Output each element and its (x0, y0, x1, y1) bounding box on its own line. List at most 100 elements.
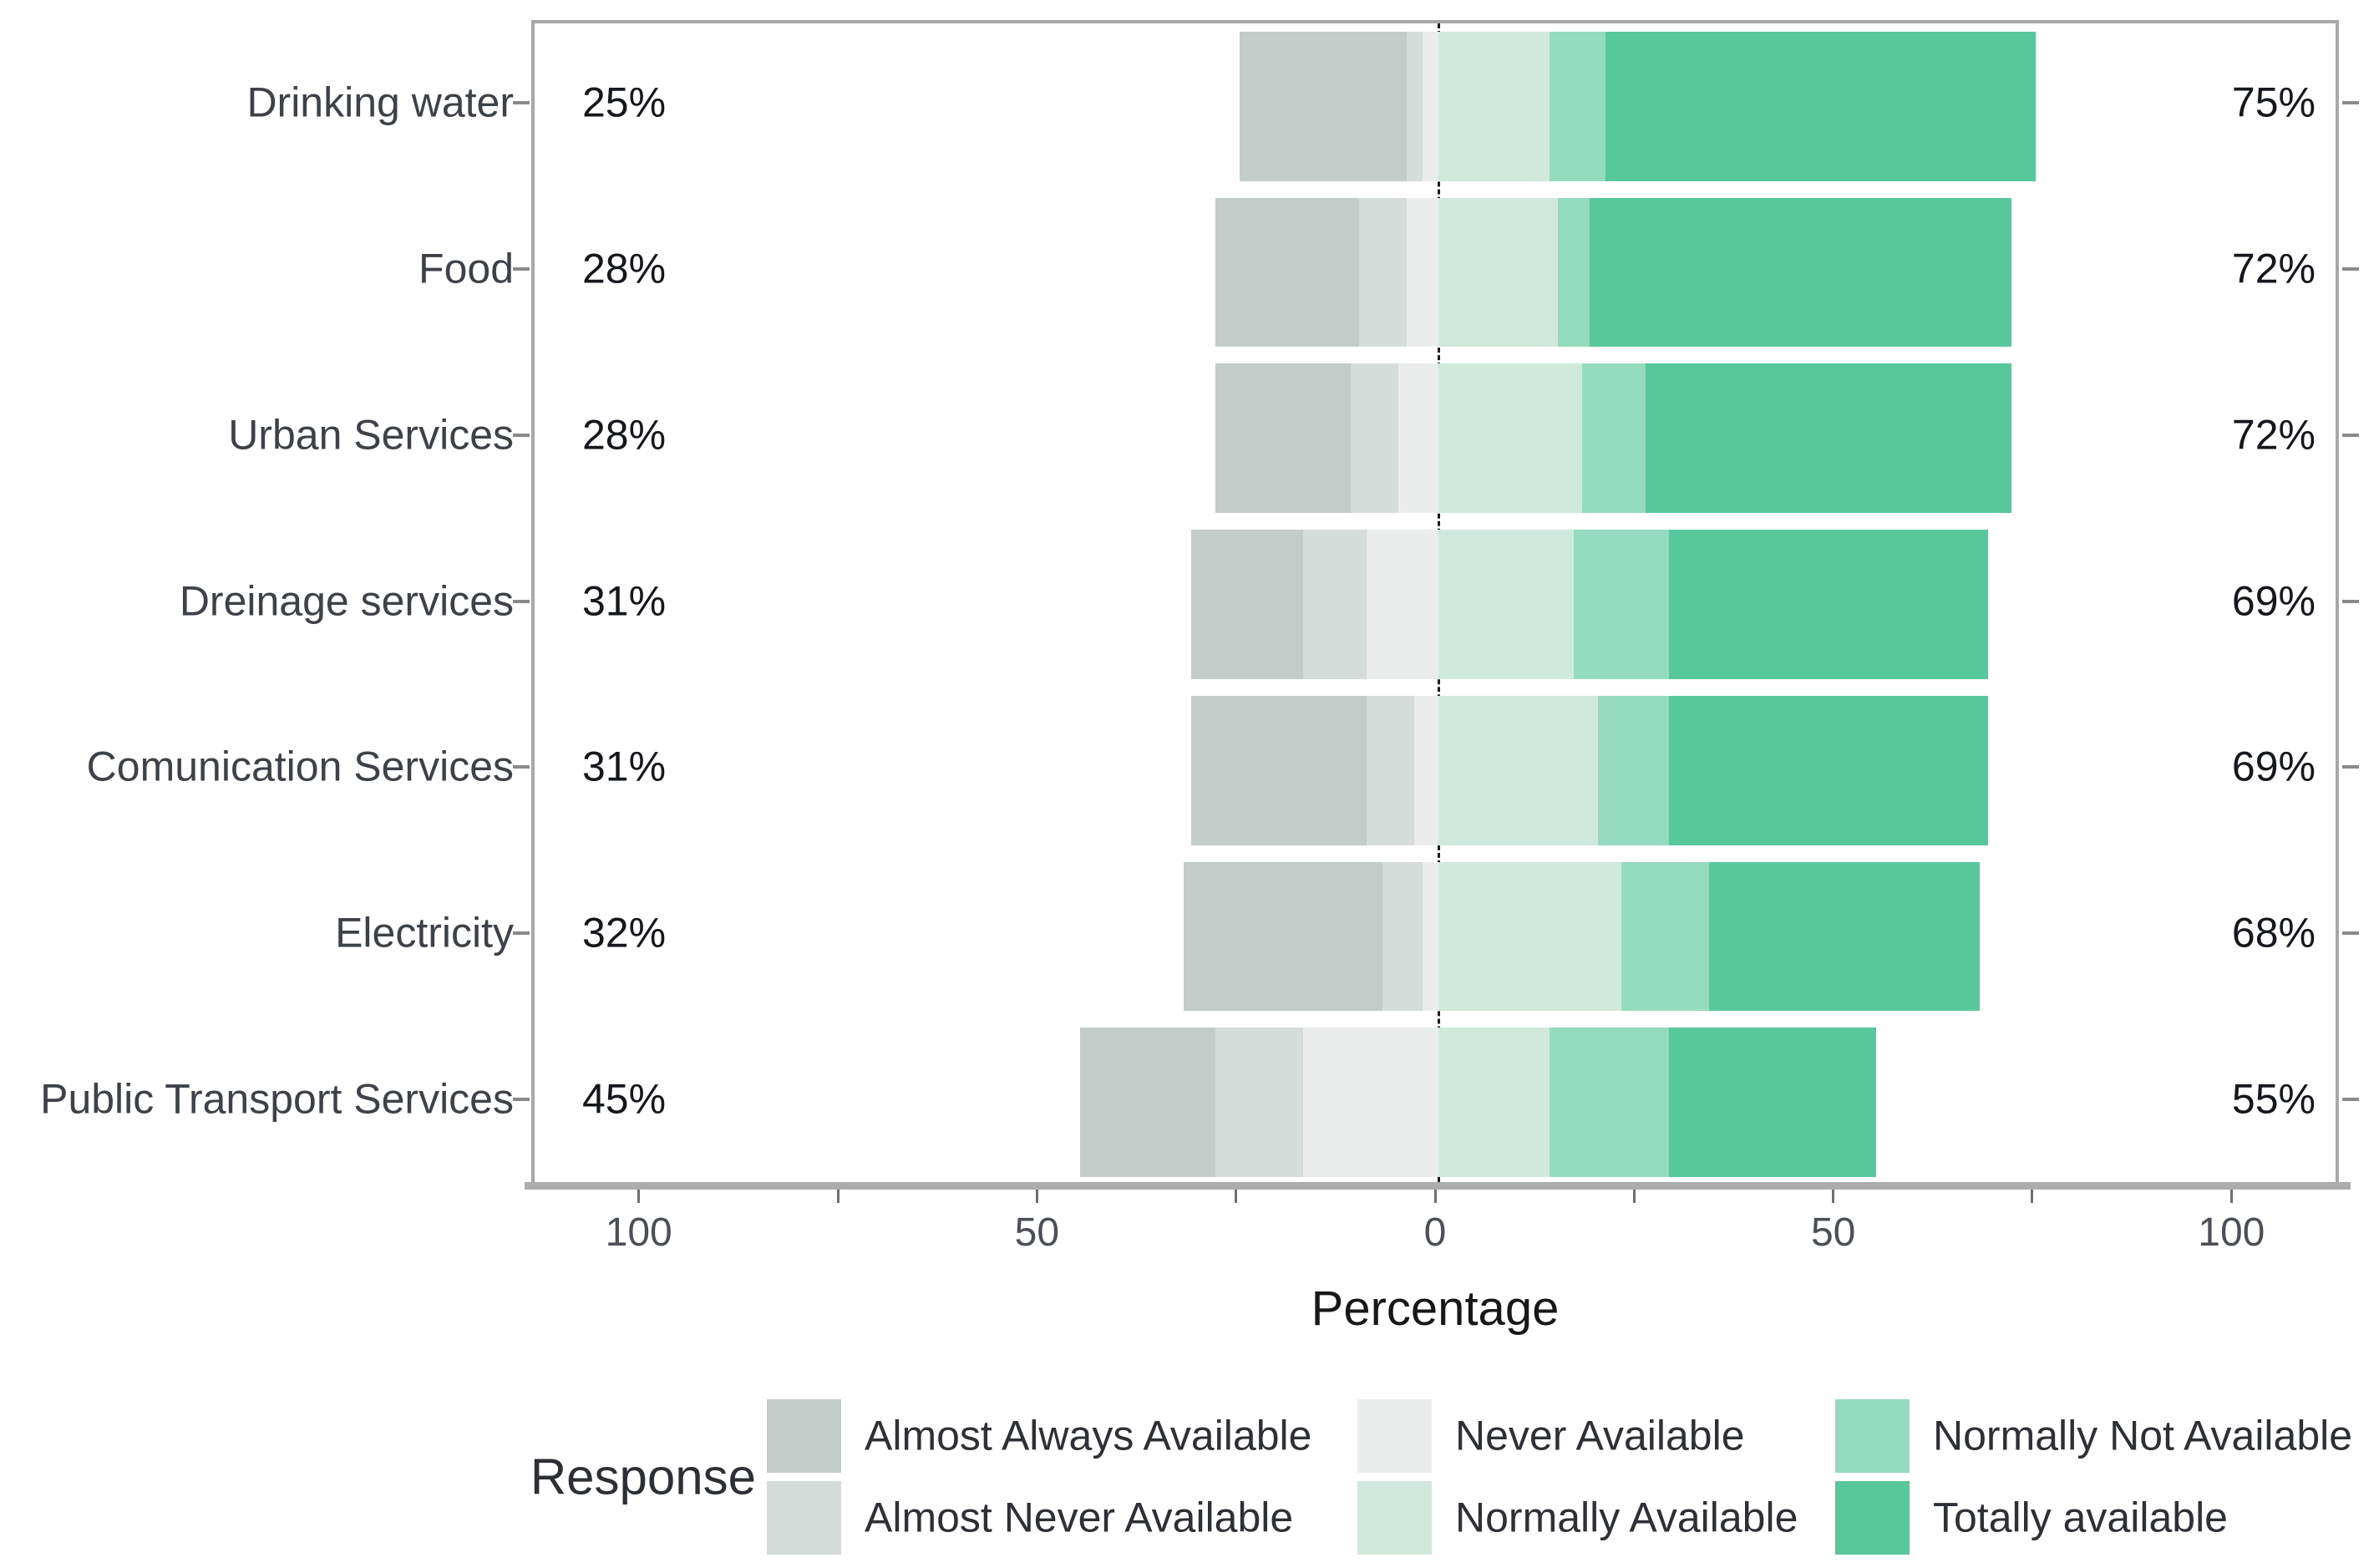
legend-swatch-never (1357, 1399, 1432, 1473)
x-axis-major-tick (1035, 1190, 1038, 1203)
bar-segment-never (1367, 530, 1438, 679)
bar-segment-never (1302, 1028, 1438, 1178)
plot-panel (531, 20, 2339, 1182)
legend-swatch-almost_always (767, 1399, 841, 1473)
bar-segment-totally (1605, 31, 2036, 181)
legend-label-almost_always: Almost Always Available (865, 1412, 1312, 1459)
bar-segment-never (1414, 695, 1438, 845)
bar-segment-totally (1669, 530, 1988, 679)
bar-segment-never (1422, 31, 1438, 181)
category-label: Urban Services (228, 411, 514, 459)
x-axis-minor-tick (1632, 1190, 1636, 1203)
bar-segment-totally (1669, 1028, 1877, 1178)
left-total-label: 28% (582, 411, 667, 459)
bar-segment-almost_never (1358, 197, 1407, 348)
category-label: Dreinage services (179, 577, 514, 624)
bar-segment-almost_always (1191, 695, 1367, 845)
bar-segment-normally_not (1550, 1028, 1670, 1178)
bar-segment-never (1398, 363, 1438, 514)
right-total-label: 75% (2231, 79, 2316, 126)
x-axis-major-tick (637, 1190, 641, 1203)
x-axis-major-tick (2229, 1190, 2233, 1203)
x-axis-minor-tick (1235, 1190, 1238, 1203)
bar-segment-normally_not (1597, 695, 1670, 845)
y-axis-tick-left (513, 599, 530, 603)
x-tick-label: 0 (1423, 1210, 1447, 1255)
y-axis-tick-left (513, 267, 530, 271)
bar-segment-normally (1438, 197, 1558, 348)
bar-segment-normally_not (1581, 363, 1646, 514)
legend-swatch-totally (1835, 1481, 1910, 1555)
legend-label-almost_never: Almost Never Available (865, 1494, 1294, 1541)
y-axis-tick-left (513, 1097, 530, 1101)
bar-segment-almost_never (1302, 530, 1367, 679)
bar-segment-normally_not (1574, 530, 1670, 679)
category-label: Public Transport Services (40, 1075, 514, 1123)
bar-segment-almost_always (1215, 363, 1352, 514)
left-total-label: 25% (582, 79, 667, 126)
bar-segment-almost_never (1351, 363, 1399, 514)
bar-segment-never (1422, 861, 1438, 1012)
y-axis-tick-left (513, 931, 530, 935)
legend-label-normally_not: Normally Not Available (1933, 1412, 2353, 1459)
x-tick-label: 50 (1810, 1210, 1856, 1255)
x-axis-major-tick (1433, 1190, 1437, 1203)
bar-segment-normally_not (1557, 197, 1590, 348)
left-total-label: 31% (582, 577, 667, 624)
bar-segment-almost_always (1215, 197, 1359, 348)
bar-segment-normally (1438, 695, 1598, 845)
bar-segment-normally_not (1550, 31, 1606, 181)
bar-segment-normally (1438, 31, 1550, 181)
bar-segment-normally_not (1621, 861, 1710, 1012)
y-axis-tick-right (2342, 931, 2359, 935)
bar-segment-normally (1438, 530, 1575, 679)
y-axis-tick-right (2342, 267, 2359, 271)
right-total-label: 72% (2231, 245, 2316, 292)
category-label: Comunication Services (86, 743, 514, 790)
right-total-label: 72% (2231, 411, 2316, 459)
y-axis-tick-left (513, 101, 530, 105)
right-total-label: 68% (2231, 909, 2316, 957)
left-total-label: 32% (582, 909, 667, 957)
bar-segment-almost_always (1239, 31, 1407, 181)
y-axis-tick-right (2342, 101, 2359, 105)
x-axis-major-tick (1832, 1190, 1835, 1203)
left-total-label: 28% (582, 245, 667, 292)
bar-segment-almost_never (1382, 861, 1423, 1012)
bar-segment-almost_never (1215, 1028, 1303, 1178)
right-total-label: 69% (2231, 577, 2316, 624)
bar-segment-totally (1590, 197, 2012, 348)
bar-segment-normally (1438, 363, 1582, 514)
bar-segment-totally (1669, 695, 1988, 845)
legend-label-never: Never Available (1455, 1412, 1745, 1459)
legend-title: Response (530, 1449, 756, 1505)
legend-label-totally: Totally available (1933, 1494, 2228, 1541)
legend-swatch-normally (1357, 1481, 1432, 1555)
y-axis-tick-right (2342, 599, 2359, 603)
x-tick-label: 100 (605, 1210, 672, 1255)
y-axis-tick-left (513, 765, 530, 769)
bar-segment-normally (1438, 861, 1622, 1012)
bar-segment-almost_always (1183, 861, 1383, 1012)
bar-segment-totally (1645, 363, 2012, 514)
y-axis-tick-left (513, 433, 530, 437)
category-label: Electricity (335, 909, 514, 957)
x-axis-title: Percentage (1311, 1281, 1560, 1336)
x-axis-minor-tick (2031, 1190, 2034, 1203)
x-tick-label: 100 (2198, 1210, 2265, 1255)
x-axis-line (525, 1182, 2351, 1190)
x-tick-label: 50 (1014, 1210, 1060, 1255)
bar-segment-never (1406, 197, 1438, 348)
x-axis-minor-tick (836, 1190, 839, 1203)
bar-segment-almost_never (1367, 695, 1415, 845)
right-total-label: 69% (2231, 743, 2316, 790)
legend-label-normally: Normally Available (1455, 1494, 1798, 1541)
bar-segment-almost_always (1191, 530, 1303, 679)
y-axis-tick-right (2342, 765, 2359, 769)
legend-swatch-almost_never (767, 1481, 841, 1555)
category-label: Food (418, 245, 514, 292)
bar-segment-almost_always (1080, 1028, 1216, 1178)
bar-segment-almost_never (1406, 31, 1423, 181)
legend-swatch-normally_not (1835, 1399, 1910, 1473)
